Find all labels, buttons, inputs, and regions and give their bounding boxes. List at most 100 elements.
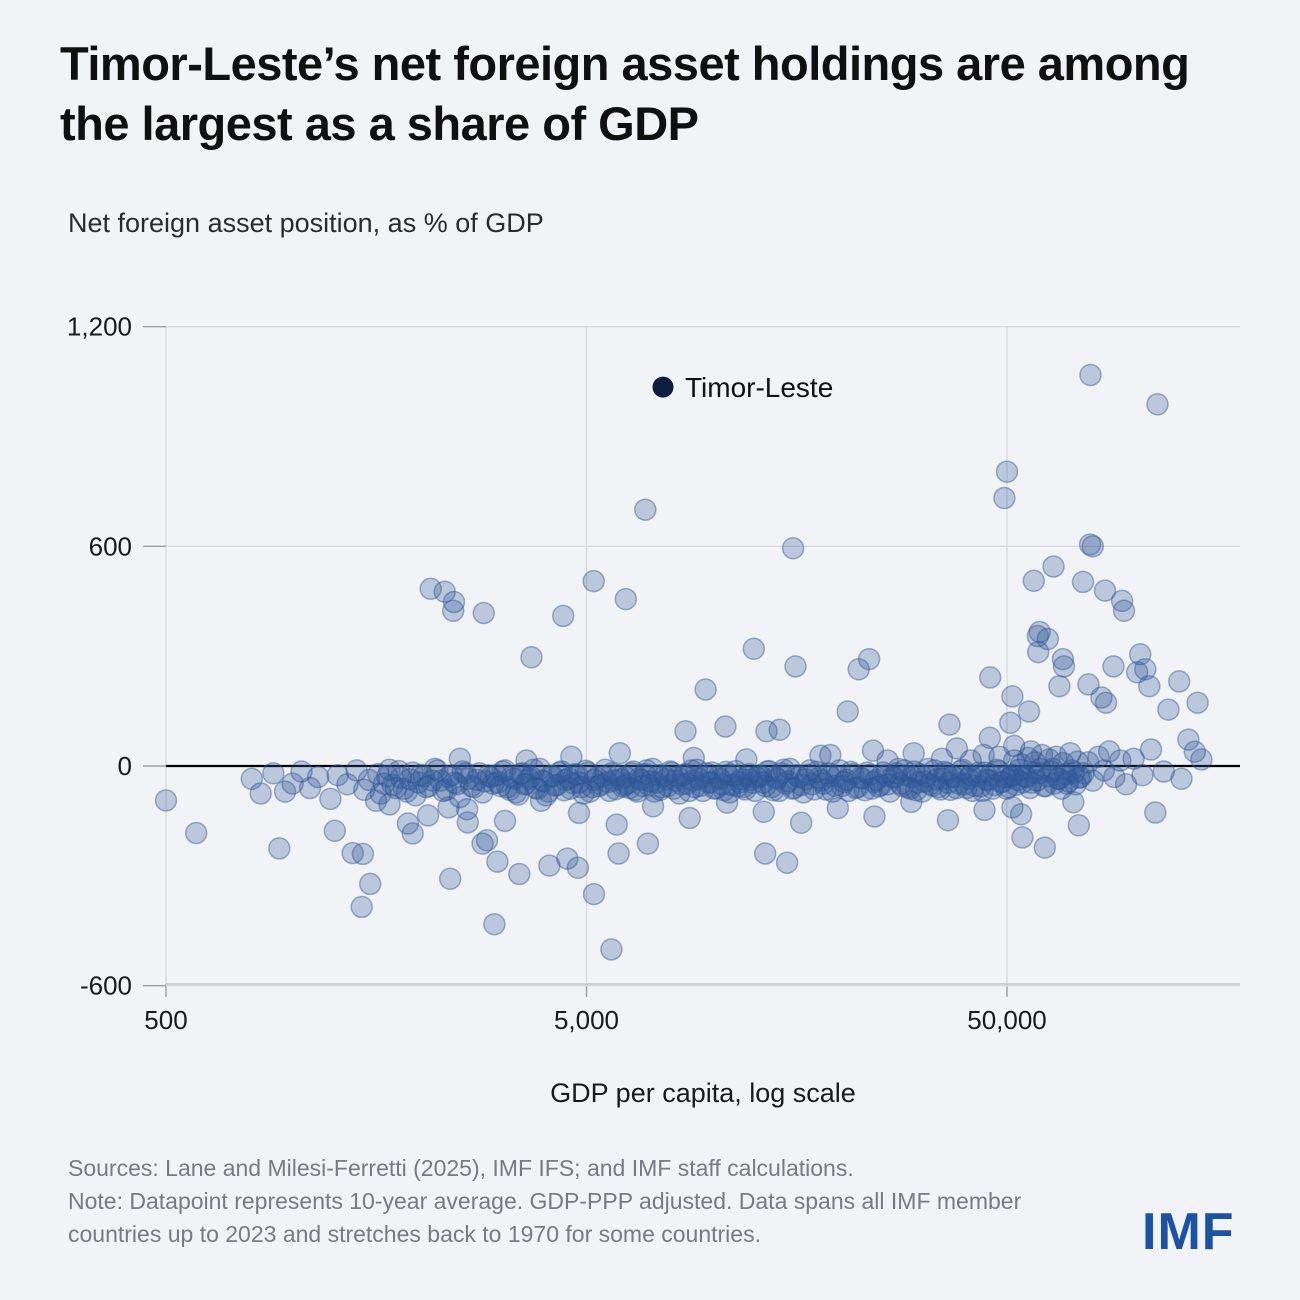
scatter-point: [741, 771, 765, 795]
scatter-point: [574, 759, 598, 783]
scatter-point: [1041, 757, 1064, 781]
scatter-point: [1001, 685, 1024, 708]
scatter-point: [401, 761, 424, 784]
scatter-point: [426, 759, 449, 782]
scatter-point: [557, 766, 580, 790]
scatter-point: [412, 765, 435, 788]
scatter-point: [491, 760, 514, 783]
scatter-point: [1057, 770, 1080, 793]
scatter-point: [551, 604, 575, 628]
scatter-point: [1157, 698, 1180, 721]
scatter-point: [262, 762, 285, 785]
scatter-point: [650, 775, 674, 799]
scatter-point: [794, 767, 817, 791]
scatter-point: [415, 775, 438, 799]
scatter-point: [945, 776, 968, 800]
scatter-point: [927, 775, 950, 799]
scatter-point: [1020, 771, 1043, 794]
scatter-point: [755, 760, 779, 783]
scatter-point: [1025, 769, 1049, 792]
scatter-point: [885, 762, 908, 785]
scatter-point: [504, 781, 528, 804]
scatter-point: [582, 569, 605, 593]
scatter-point: [1045, 745, 1068, 769]
scatter-point: [826, 796, 850, 820]
scatter-point: [959, 764, 982, 787]
chart-footnote: Sources: Lane and Milesi-Ferretti (2025)…: [68, 1152, 1053, 1251]
scatter-point: [999, 765, 1022, 789]
scatter-point: [798, 759, 822, 782]
scatter-point: [522, 758, 545, 781]
scatter-point: [658, 760, 682, 783]
scatter-point: [903, 760, 926, 783]
scatter-point: [537, 780, 560, 803]
scatter-point: [364, 789, 388, 813]
scatter-point: [1027, 762, 1051, 785]
scatter-point: [881, 765, 904, 789]
scatter-point: [604, 777, 628, 801]
scatter-point: [863, 805, 886, 828]
scatter-point: [776, 770, 800, 793]
scatter-point: [566, 856, 590, 880]
scatter-point: [708, 767, 732, 791]
scatter-point: [298, 776, 322, 800]
scatter-point: [703, 777, 726, 800]
scatter-point: [1002, 749, 1026, 772]
scatter-point: [409, 763, 433, 787]
scatter-point: [1028, 620, 1051, 644]
scatter-point: [570, 775, 593, 799]
timor-leste-label: Timor-Leste: [685, 372, 833, 403]
scatter-point: [502, 767, 526, 791]
scatter-point: [893, 759, 916, 782]
scatter-point: [1177, 728, 1200, 751]
scatter-point: [1043, 772, 1066, 795]
scatter-point: [961, 779, 984, 803]
scatter-point: [853, 778, 877, 802]
scatter-point: [674, 719, 697, 743]
scatter-point: [691, 779, 715, 803]
scatter-point: [768, 718, 791, 742]
scatter-point: [1036, 627, 1060, 651]
scatter-point: [923, 759, 946, 782]
scatter-point: [493, 809, 517, 833]
scatter-point: [1092, 759, 1116, 782]
scatter-point: [739, 768, 763, 792]
timor-leste-point: [652, 376, 674, 398]
scatter-point: [528, 757, 551, 781]
scatter-point: [989, 770, 1012, 794]
scatter-point: [945, 737, 969, 760]
scatter-point: [712, 778, 736, 802]
scatter-point: [973, 798, 996, 822]
scatter-point: [935, 762, 958, 785]
scatter-point: [357, 768, 381, 792]
scatter-point: [705, 776, 728, 800]
scatter-point: [891, 774, 914, 798]
scatter-point: [951, 758, 974, 781]
scatter-point: [674, 762, 697, 786]
scatter-point: [957, 767, 980, 790]
scatter-point: [1110, 589, 1134, 613]
scatter-point: [545, 773, 569, 797]
scatter-point: [959, 749, 983, 772]
scatter-point: [710, 773, 734, 796]
scatter-point: [656, 774, 680, 798]
scatter-point: [1072, 762, 1095, 785]
scatter-point: [1079, 363, 1102, 387]
scatter-point: [433, 580, 456, 603]
scatter-point: [1167, 670, 1191, 693]
scatter-point: [749, 765, 773, 788]
scatter-point: [839, 760, 863, 784]
scatter-point: [1067, 814, 1091, 837]
scatter-point: [679, 759, 703, 782]
scatter-point: [1064, 773, 1087, 796]
scatter-point: [889, 772, 912, 795]
scatter-point: [778, 757, 802, 781]
scatter-point: [977, 768, 1000, 792]
scatter-point: [532, 770, 556, 793]
scatter-point: [451, 760, 475, 783]
scatter-point: [629, 768, 653, 792]
scatter-point: [1183, 740, 1207, 763]
scatter-point: [572, 782, 595, 805]
imf-logo: IMF: [1142, 1203, 1235, 1261]
scatter-point: [1055, 772, 1079, 795]
